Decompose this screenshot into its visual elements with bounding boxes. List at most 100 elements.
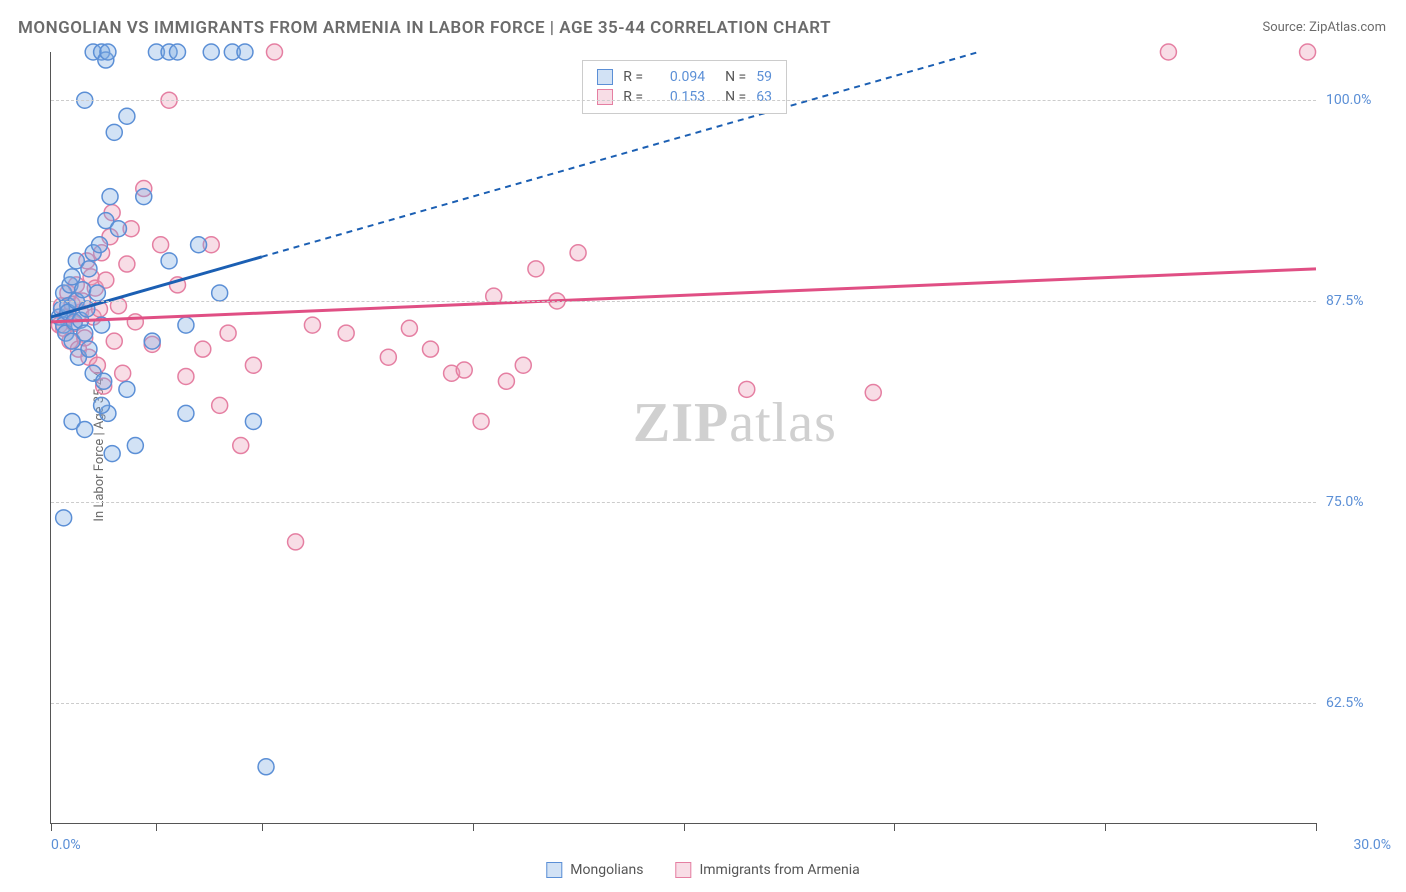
scatter-point bbox=[220, 325, 236, 341]
scatter-point bbox=[161, 253, 177, 269]
y-tick-label: 75.0% bbox=[1326, 494, 1391, 510]
scatter-point bbox=[212, 285, 228, 301]
legend-bottom: Mongolians Immigrants from Armenia bbox=[546, 862, 859, 878]
watermark-bold: ZIP bbox=[633, 392, 729, 454]
scatter-point bbox=[119, 108, 135, 124]
scatter-point bbox=[212, 397, 228, 413]
scatter-point bbox=[119, 256, 135, 272]
scatter-point bbox=[106, 124, 122, 140]
x-tick bbox=[684, 823, 685, 831]
y-tick-label: 62.5% bbox=[1326, 695, 1391, 711]
swatch-blue-icon bbox=[597, 69, 613, 85]
scatter-point bbox=[102, 189, 118, 205]
scatter-point bbox=[865, 385, 881, 401]
stats-row-pink: R = 0.153 N = 63 bbox=[597, 87, 772, 107]
stats-box: R = 0.094 N = 59 R = 0.153 N = 63 bbox=[582, 60, 787, 114]
x-tick bbox=[262, 823, 263, 831]
stat-r-value: 0.153 bbox=[653, 89, 705, 105]
watermark-rest: atlas bbox=[729, 392, 837, 454]
scatter-point bbox=[473, 413, 489, 429]
chart-source: Source: ZipAtlas.com bbox=[1262, 20, 1386, 35]
scatter-point bbox=[153, 237, 169, 253]
scatter-point bbox=[64, 269, 80, 285]
scatter-point bbox=[170, 44, 186, 60]
scatter-point bbox=[528, 261, 544, 277]
y-tick-label: 100.0% bbox=[1326, 92, 1391, 108]
scatter-point bbox=[110, 221, 126, 237]
scatter-point bbox=[106, 333, 122, 349]
scatter-point bbox=[203, 44, 219, 60]
stat-r-value: 0.094 bbox=[653, 69, 705, 85]
x-axis-max-label: 30.0% bbox=[1353, 837, 1391, 853]
x-axis-min-label: 0.0% bbox=[51, 837, 81, 853]
scatter-point bbox=[245, 413, 261, 429]
y-tick-label: 87.5% bbox=[1326, 293, 1391, 309]
scatter-point bbox=[191, 237, 207, 253]
swatch-blue-icon bbox=[546, 862, 562, 878]
scatter-point bbox=[178, 368, 194, 384]
chart-container: MONGOLIAN VS IMMIGRANTS FROM ARMENIA IN … bbox=[0, 0, 1406, 892]
stat-n-value: 59 bbox=[756, 69, 772, 85]
stat-r-label: R = bbox=[623, 69, 643, 85]
stat-n-value: 63 bbox=[756, 89, 772, 105]
scatter-point bbox=[304, 317, 320, 333]
scatter-point bbox=[77, 421, 93, 437]
scatter-point bbox=[233, 438, 249, 454]
scatter-point bbox=[456, 362, 472, 378]
x-tick bbox=[51, 823, 52, 831]
scatter-point bbox=[515, 357, 531, 373]
gridline bbox=[51, 703, 1316, 704]
scatter-point bbox=[56, 510, 72, 526]
scatter-point bbox=[338, 325, 354, 341]
stat-n-label: N = bbox=[725, 89, 746, 105]
gridline bbox=[51, 301, 1316, 302]
scatter-point bbox=[195, 341, 211, 357]
scatter-point bbox=[178, 317, 194, 333]
scatter-point bbox=[100, 44, 116, 60]
swatch-pink-icon bbox=[675, 862, 691, 878]
legend-label: Immigrants from Armenia bbox=[699, 862, 859, 878]
scatter-point bbox=[104, 446, 120, 462]
scatter-point bbox=[89, 285, 105, 301]
scatter-point bbox=[94, 397, 110, 413]
scatter-point bbox=[75, 282, 91, 298]
scatter-point bbox=[237, 44, 253, 60]
scatter-point bbox=[81, 261, 97, 277]
scatter-point bbox=[127, 438, 143, 454]
chart-title: MONGOLIAN VS IMMIGRANTS FROM ARMENIA IN … bbox=[18, 18, 831, 38]
watermark: ZIPatlas bbox=[633, 391, 837, 455]
legend-item-armenia: Immigrants from Armenia bbox=[675, 862, 859, 878]
scatter-point bbox=[245, 357, 261, 373]
scatter-point bbox=[570, 245, 586, 261]
scatter-point bbox=[266, 44, 282, 60]
scatter-point bbox=[288, 534, 304, 550]
scatter-point bbox=[1300, 44, 1316, 60]
scatter-point bbox=[423, 341, 439, 357]
scatter-point bbox=[498, 373, 514, 389]
stats-row-blue: R = 0.094 N = 59 bbox=[597, 67, 772, 87]
scatter-point bbox=[115, 365, 131, 381]
scatter-point bbox=[178, 405, 194, 421]
scatter-point bbox=[81, 341, 97, 357]
scatter-point bbox=[144, 333, 160, 349]
x-tick bbox=[1316, 823, 1317, 831]
scatter-point bbox=[380, 349, 396, 365]
scatter-point bbox=[136, 189, 152, 205]
scatter-point bbox=[401, 320, 417, 336]
scatter-point bbox=[119, 381, 135, 397]
scatter-point bbox=[1160, 44, 1176, 60]
plot-area: R = 0.094 N = 59 R = 0.153 N = 63 ZIPatl… bbox=[50, 52, 1316, 824]
stat-n-label: N = bbox=[725, 69, 746, 85]
legend-label: Mongolians bbox=[570, 862, 643, 878]
x-tick bbox=[894, 823, 895, 831]
x-tick bbox=[1105, 823, 1106, 831]
gridline bbox=[51, 100, 1316, 101]
stat-r-label: R = bbox=[623, 89, 643, 105]
legend-item-mongolians: Mongolians bbox=[546, 862, 643, 878]
scatter-point bbox=[91, 237, 107, 253]
scatter-point bbox=[77, 325, 93, 341]
gridline bbox=[51, 502, 1316, 503]
trend-line bbox=[51, 269, 1316, 322]
x-tick bbox=[473, 823, 474, 831]
swatch-pink-icon bbox=[597, 89, 613, 105]
